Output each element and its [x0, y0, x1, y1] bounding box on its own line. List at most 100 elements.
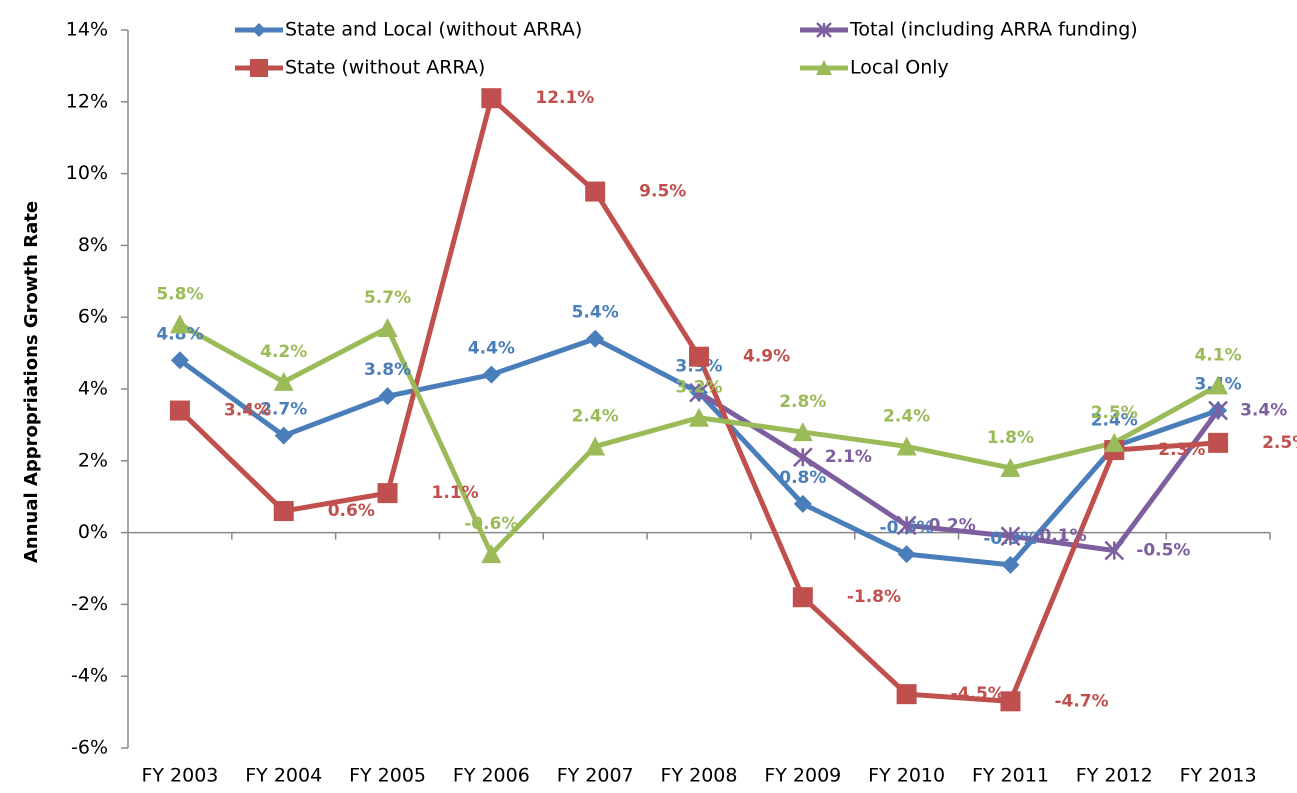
legend-label: State (without ARRA): [285, 57, 485, 79]
x-tick-label: FY 2006: [453, 765, 530, 787]
value-label: 2.8%: [779, 392, 826, 412]
value-label: 1.1%: [432, 483, 479, 503]
y-tick-label: -4%: [71, 665, 108, 687]
marker: [273, 371, 294, 391]
value-label: 2.1%: [825, 447, 872, 467]
y-tick-label: 4%: [78, 378, 108, 400]
marker: [896, 515, 917, 536]
value-label: 2.4%: [572, 406, 619, 426]
value-label: 4.2%: [260, 342, 307, 362]
marker: [585, 181, 606, 202]
value-label: 4.9%: [743, 347, 790, 367]
legend-label: Local Only: [850, 57, 949, 79]
value-label: 2.7%: [260, 400, 307, 420]
x-tick-label: FY 2005: [349, 765, 426, 787]
value-label: 0.8%: [779, 468, 826, 488]
marker: [793, 494, 812, 513]
value-label: 2.5%: [1091, 403, 1138, 423]
marker: [377, 317, 398, 337]
marker: [1104, 432, 1125, 452]
marker: [377, 483, 398, 504]
marker: [689, 407, 709, 427]
marker: [274, 426, 293, 445]
value-label: 2.5%: [1262, 433, 1297, 453]
y-tick-label: 10%: [66, 162, 108, 184]
y-tick-label: 2%: [78, 449, 108, 471]
x-tick-label: FY 2004: [245, 765, 322, 787]
value-label: 4.4%: [468, 339, 515, 359]
marker: [170, 351, 189, 370]
marker: [586, 329, 605, 348]
y-tick-label: -6%: [71, 737, 108, 759]
marker: [1208, 432, 1229, 453]
marker: [252, 23, 266, 37]
marker: [897, 545, 916, 564]
y-tick-label: -2%: [71, 593, 108, 615]
value-label: 0.2%: [929, 515, 976, 535]
y-tick-label: 14%: [66, 19, 108, 41]
marker: [482, 365, 501, 384]
marker: [1000, 526, 1021, 547]
marker: [1104, 540, 1125, 561]
x-tick-label: FY 2012: [1076, 765, 1153, 787]
marker: [1208, 375, 1229, 395]
marker: [792, 587, 813, 608]
marker: [792, 422, 813, 442]
value-label: -4.7%: [1054, 691, 1108, 711]
marker: [896, 684, 917, 705]
x-tick-label: FY 2007: [557, 765, 634, 787]
value-label: 4.8%: [156, 324, 203, 344]
marker: [816, 22, 832, 38]
value-label: 0.6%: [328, 501, 375, 521]
value-label: 1.8%: [987, 428, 1034, 448]
value-label: 3.4%: [1240, 401, 1287, 421]
marker: [1000, 457, 1021, 477]
marker: [1208, 400, 1228, 421]
value-label: 2.3%: [1158, 440, 1205, 460]
value-label: 4.1%: [1195, 345, 1242, 365]
value-label: -1.8%: [847, 587, 901, 607]
value-label: 2.4%: [1091, 410, 1138, 430]
marker: [481, 88, 502, 109]
marker: [816, 60, 832, 75]
y-tick-label: 12%: [66, 90, 108, 112]
value-label: 12.1%: [535, 88, 594, 108]
marker: [273, 501, 294, 522]
series-line: [697, 390, 1221, 554]
marker: [1000, 691, 1021, 712]
x-tick-label: FY 2011: [972, 765, 1049, 787]
value-label: 5.7%: [364, 288, 411, 308]
marker: [378, 387, 397, 406]
x-tick-label: FY 2013: [1180, 765, 1257, 787]
marker: [689, 346, 709, 367]
marker: [250, 59, 268, 77]
y-tick-label: 8%: [78, 234, 108, 256]
value-label: 2.4%: [883, 406, 930, 426]
marker: [896, 436, 917, 456]
marker: [585, 436, 606, 456]
legend-label: State and Local (without ARRA): [285, 19, 582, 41]
value-label: 3.4%: [224, 401, 271, 421]
value-label: 5.4%: [572, 303, 619, 323]
legend-label: Total (including ARRA funding): [849, 19, 1138, 41]
x-tick-label: FY 2009: [764, 765, 841, 787]
marker: [169, 400, 190, 421]
y-tick-label: 0%: [78, 521, 108, 543]
value-label: -0.6%: [464, 514, 518, 534]
marker: [481, 544, 502, 564]
value-label: 5.8%: [156, 284, 203, 304]
value-label: -0.5%: [1136, 541, 1190, 561]
value-label: -4.5%: [951, 684, 1005, 704]
x-tick-label: FY 2003: [141, 765, 218, 787]
x-tick-label: FY 2010: [868, 765, 945, 787]
value-label: 3.2%: [675, 378, 722, 398]
x-tick-label: FY 2008: [661, 765, 738, 787]
marker: [1001, 555, 1020, 574]
marker: [792, 447, 813, 468]
y-axis-title: Annual Appropriations Growth Rate: [21, 201, 42, 563]
value-label: -0.1%: [1032, 526, 1086, 546]
y-tick-label: 6%: [78, 306, 108, 328]
value-label: 3.8%: [364, 360, 411, 380]
value-label: 9.5%: [639, 182, 686, 202]
